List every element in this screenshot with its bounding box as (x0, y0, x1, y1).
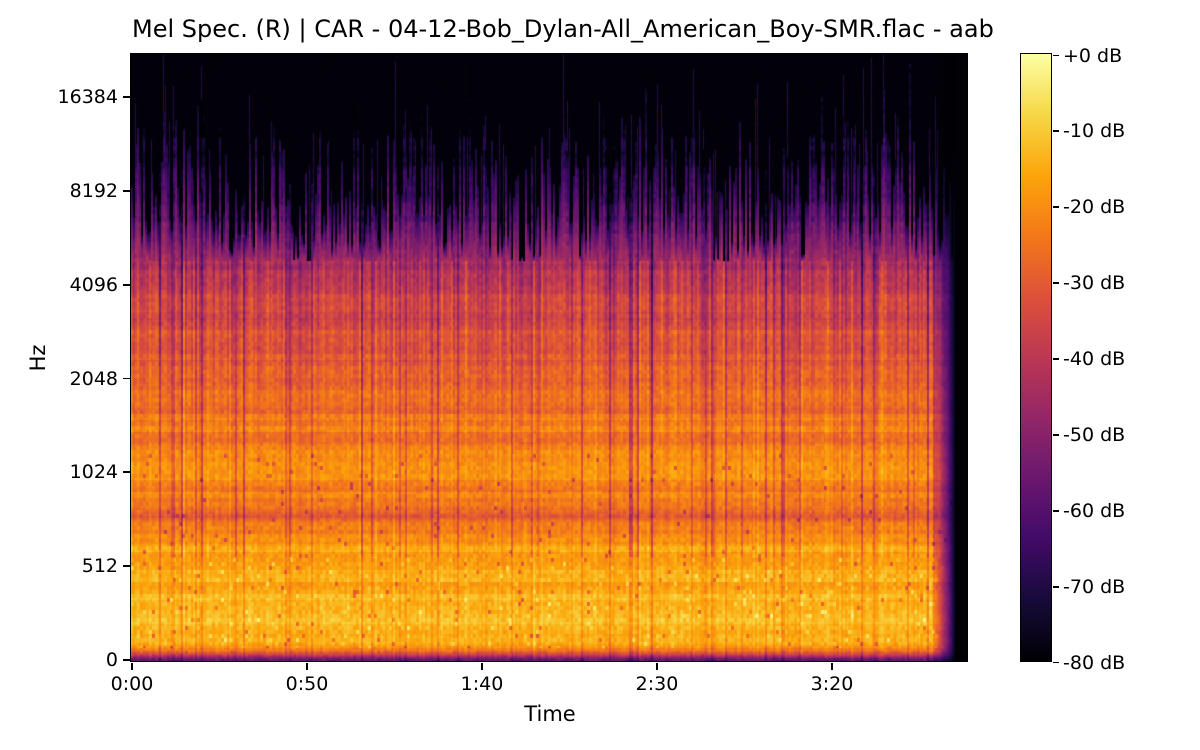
colorbar-tick-label: -60 dB (1063, 499, 1126, 522)
colorbar-tick-label: -20 dB (1063, 196, 1126, 219)
colorbar-tick-label: -30 dB (1063, 272, 1126, 295)
spectrogram-canvas (131, 54, 967, 661)
colorbar-tick-label: -10 dB (1063, 120, 1126, 143)
y-tick-label: 8192 (69, 179, 118, 202)
colorbar-tick-mark (1052, 54, 1059, 57)
colorbar-tick-mark (1052, 661, 1059, 664)
y-tick-label: 512 (81, 555, 118, 578)
x-axis-label: Time (524, 702, 576, 726)
colorbar-tick-label: -80 dB (1063, 651, 1126, 674)
colorbar-tick-mark (1052, 509, 1059, 512)
colorbar-tick-mark (1052, 282, 1059, 285)
x-tick-label: 2:30 (635, 673, 679, 695)
spectrogram-plot (130, 53, 968, 662)
y-tick-mark (123, 659, 130, 661)
x-tick-mark (306, 662, 308, 670)
x-tick-mark (131, 662, 133, 670)
colorbar-tick-label: -40 dB (1063, 348, 1126, 370)
y-tick-label: 16384 (57, 86, 118, 108)
y-tick-mark (123, 96, 130, 98)
y-tick-label: 1024 (69, 461, 118, 484)
x-tick-mark (831, 662, 833, 670)
colorbar-tick-mark (1052, 130, 1059, 133)
y-tick-mark (123, 283, 130, 286)
chart-title: Mel Spec. (R) | CAR - 04-12-Bob_Dylan-Al… (132, 15, 994, 43)
y-tick-mark (123, 377, 130, 380)
x-tick-label: 0:00 (110, 673, 154, 695)
colorbar-tick-mark (1052, 206, 1059, 209)
y-tick-label: 0 (105, 649, 118, 671)
colorbar-tick-mark (1052, 433, 1059, 436)
colorbar-tick-label: -70 dB (1063, 575, 1126, 598)
colorbar-tick-label: +0 dB (1063, 44, 1123, 67)
y-tick-mark (123, 565, 130, 568)
x-tick-mark (656, 662, 658, 670)
y-tick-label: 4096 (69, 273, 118, 296)
colorbar-tick-mark (1052, 585, 1059, 588)
colorbar-tick-label: -50 dB (1063, 423, 1126, 446)
y-tick-mark (123, 189, 130, 192)
x-tick-label: 3:20 (810, 673, 854, 695)
y-tick-mark (123, 471, 130, 474)
colorbar (1019, 53, 1052, 662)
x-tick-label: 0:50 (285, 673, 329, 695)
colorbar-gradient (1020, 54, 1051, 661)
x-tick-label: 1:40 (460, 673, 504, 695)
x-tick-mark (481, 662, 483, 670)
y-tick-label: 2048 (69, 367, 118, 390)
colorbar-tick-mark (1052, 358, 1059, 360)
